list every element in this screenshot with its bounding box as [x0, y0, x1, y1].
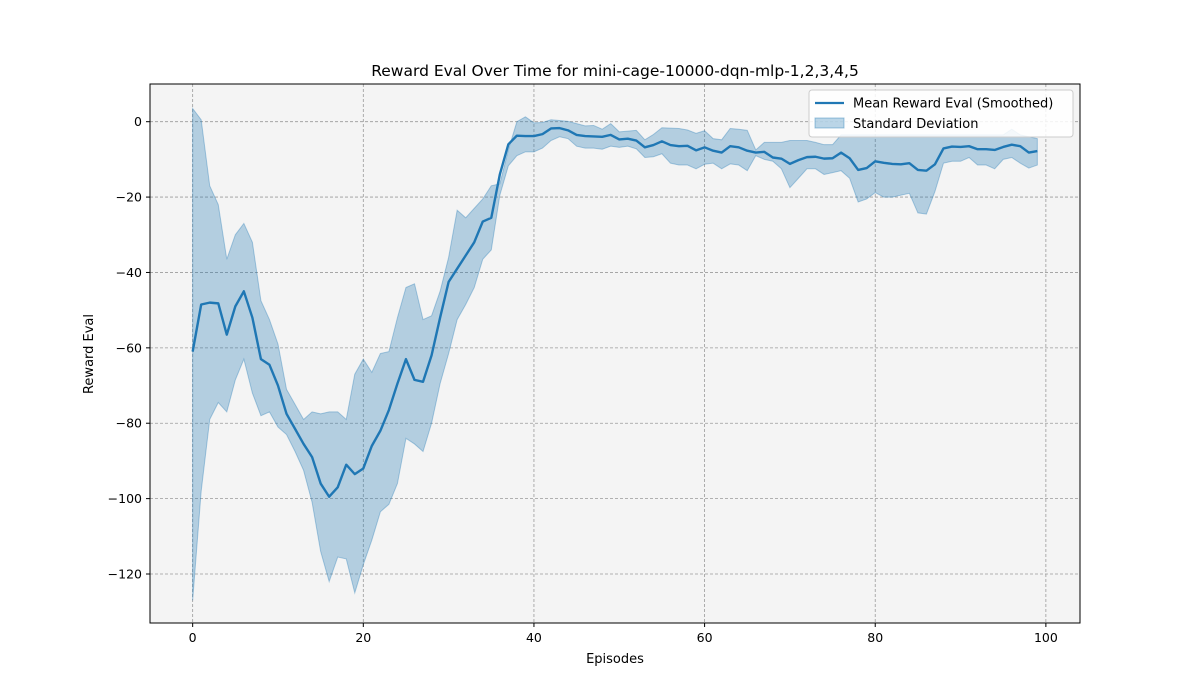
y-axis-ticks: −120 −100 −80 −60 −40 −20 0 [108, 114, 150, 582]
y-tick-label: −40 [116, 265, 142, 280]
y-tick-label: −80 [116, 416, 142, 431]
x-tick-label: 60 [697, 630, 713, 645]
plot-frame [149, 83, 1081, 624]
x-tick-label: 20 [355, 630, 371, 645]
y-axis-label: Reward Eval [82, 314, 97, 394]
mean-line-layer [191, 126, 1038, 498]
y-tick-label: −120 [108, 567, 142, 582]
x-tick-label: 100 [1034, 630, 1058, 645]
x-tick-label: 0 [189, 630, 197, 645]
legend-swatch-std-band [814, 117, 845, 129]
legend-label-std: Standard Deviation [853, 117, 978, 132]
std-deviation-band [192, 107, 1038, 601]
y-tick-label: −100 [108, 491, 142, 506]
legend: Mean Reward Eval (Smoothed) Standard Dev… [808, 89, 1074, 138]
mean-reward-line [191, 126, 1038, 498]
y-tick-label: −20 [116, 190, 142, 205]
y-tick-label: 0 [134, 114, 142, 129]
std-band-layer [192, 107, 1038, 601]
x-axis-ticks: 0 20 40 60 80 100 [189, 623, 1058, 645]
legend-label-mean: Mean Reward Eval (Smoothed) [853, 97, 1053, 112]
plot-area [150, 84, 1080, 623]
y-tick-label: −60 [116, 340, 142, 355]
legend-box [808, 89, 1074, 138]
x-axis-label: Episodes [586, 652, 644, 667]
x-tick-label: 80 [867, 630, 883, 645]
chart-title: Reward Eval Over Time for mini-cage-1000… [371, 62, 859, 80]
x-tick-label: 40 [526, 630, 542, 645]
